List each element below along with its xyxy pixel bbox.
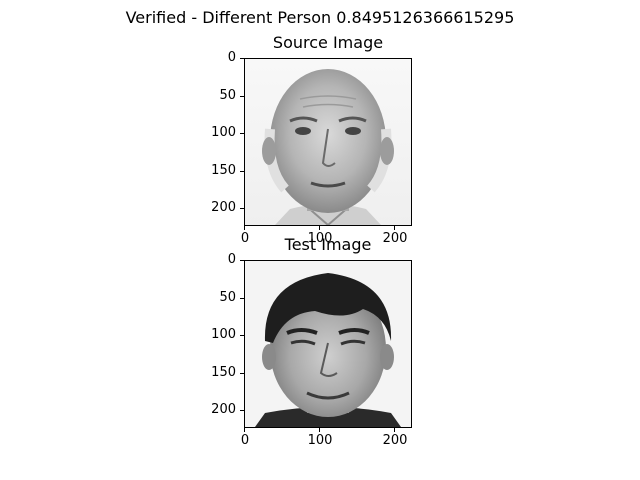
test-ytick-mark: [240, 298, 244, 299]
source-ytick-label: 200: [211, 200, 236, 215]
test-ytick-label: 50: [219, 290, 236, 305]
source-ytick-label: 0: [227, 50, 236, 65]
test-xtick-label: 100: [307, 433, 333, 448]
test-image-axes: [244, 260, 412, 428]
test-panel-title: Test Image: [284, 235, 372, 254]
figure-suptitle: Verified - Different Person 0.8495126366…: [125, 8, 515, 27]
test-xtick-mark: [244, 428, 245, 432]
source-ytick-mark: [240, 171, 244, 172]
source-ytick-label: 150: [211, 163, 236, 178]
source-ytick-label: 100: [211, 125, 236, 140]
test-ytick-label: 0: [227, 252, 236, 267]
source-xtick-label: 100: [307, 231, 333, 246]
test-ytick-mark: [240, 373, 244, 374]
source-ytick-mark: [240, 133, 244, 134]
test-ytick-mark: [240, 260, 244, 261]
test-ytick-mark: [240, 335, 244, 336]
source-ytick-mark: [240, 96, 244, 97]
source-ytick-mark: [240, 208, 244, 209]
test-face-image: [245, 261, 411, 427]
source-xtick-mark: [319, 226, 320, 230]
source-image-axes: [244, 58, 412, 226]
test-xtick-mark: [394, 428, 395, 432]
test-xtick-label: 0: [240, 433, 250, 448]
source-xtick-label: 200: [382, 231, 408, 246]
source-xtick-mark: [244, 226, 245, 230]
source-panel-title: Source Image: [272, 33, 384, 52]
test-ytick-label: 100: [211, 327, 236, 342]
test-ytick-label: 200: [211, 402, 236, 417]
test-ytick-mark: [240, 410, 244, 411]
source-xtick-label: 0: [240, 231, 250, 246]
test-ytick-label: 150: [211, 365, 236, 380]
source-ytick-label: 50: [219, 88, 236, 103]
test-xtick-mark: [319, 428, 320, 432]
test-xtick-label: 200: [382, 433, 408, 448]
source-ytick-mark: [240, 58, 244, 59]
source-xtick-mark: [394, 226, 395, 230]
source-face-image: [245, 59, 411, 225]
